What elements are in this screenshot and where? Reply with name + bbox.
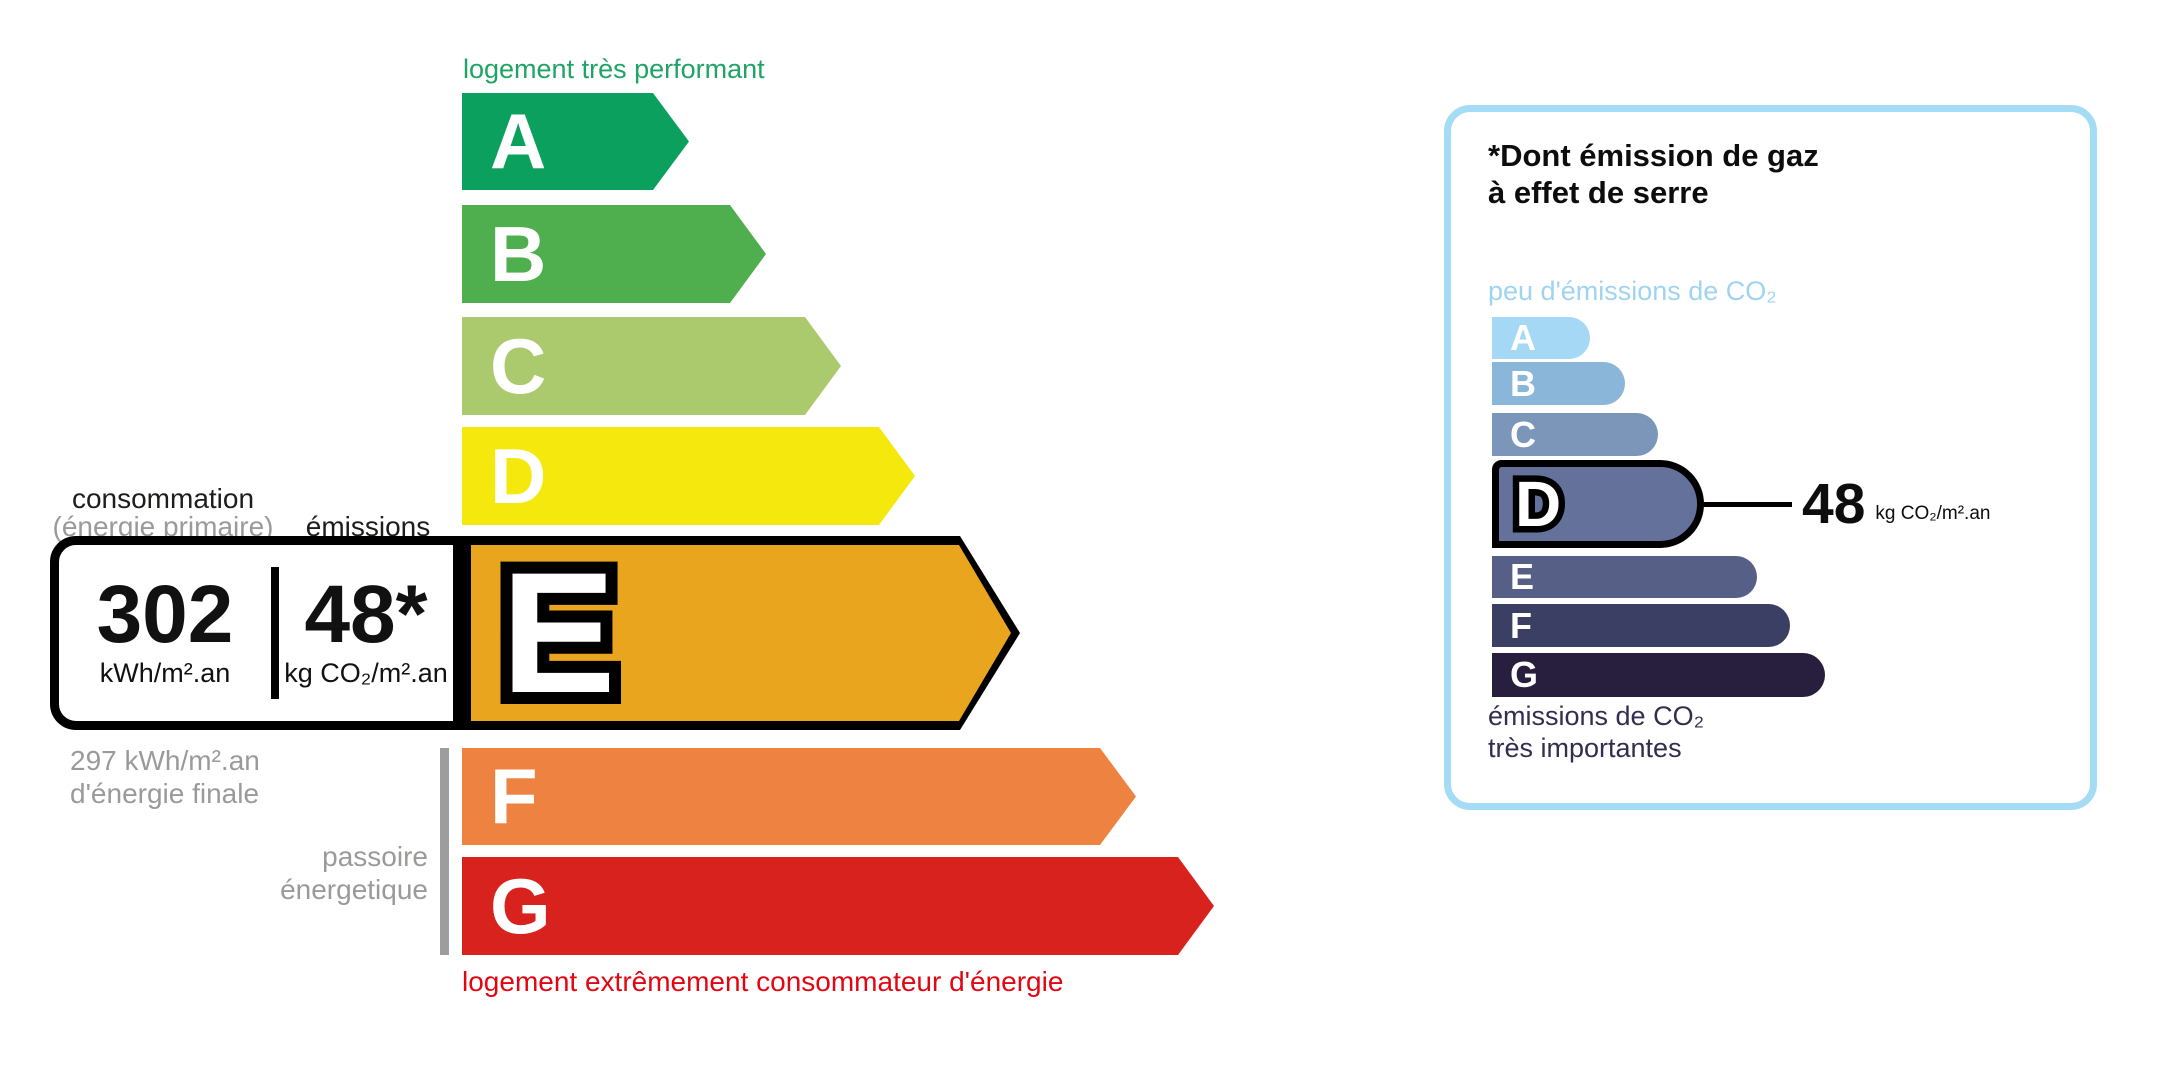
ges-class-bar-F: F (1492, 604, 1790, 647)
energy-class-arrow-D: D (462, 427, 915, 525)
final-energy-label: d'énergie finale (70, 778, 260, 809)
emissions-cell: 48* kg CO₂/m².an (279, 545, 453, 721)
consumption-unit: kWh/m².an (99, 657, 231, 688)
final-energy-note: 297 kWh/m².an d'énergie finale (70, 744, 260, 810)
energy-class-arrow-F: F (462, 748, 1136, 845)
energy-class-arrow-G: G (462, 857, 1214, 955)
class-letter-fill: D (1515, 468, 1562, 540)
class-letter: A (490, 97, 547, 185)
energy-scale-bottom-label: logement extrêmement consommateur d'éner… (462, 966, 1064, 997)
energy-class-arrow-C: C (462, 317, 841, 415)
box-divider (271, 567, 279, 699)
class-letter-outline: D (1508, 466, 1567, 543)
class-letter: G (490, 861, 551, 950)
class-letter: E (1510, 556, 1535, 597)
class-letter: D (490, 431, 547, 520)
class-letter: A (1510, 317, 1536, 358)
class-letter: F (1510, 604, 1532, 646)
performance-box: 302 kWh/m².an 48* kg CO₂/m².an (50, 536, 462, 730)
class-letter: B (1510, 362, 1536, 404)
class-letter: B (490, 209, 547, 298)
energy-sieve-note: passoire énergetique (128, 840, 428, 906)
class-letter: F (490, 752, 538, 840)
ges-panel-title: *Dont émission de gaz à effet de serre (1488, 137, 1819, 211)
ges-class-bar-A: A (1492, 317, 1590, 359)
emissions-value: 48* (304, 569, 428, 661)
ges-bottom-line2: très importantes (1488, 733, 1682, 763)
energy-scale-top-label: logement très performant (463, 54, 765, 84)
energy-sieve-line2: énergetique (280, 874, 428, 905)
ges-bottom-line1: émissions de CO₂ (1488, 701, 1705, 731)
ges-class-bar-G: G (1492, 653, 1825, 697)
ges-class-bar-C: C (1492, 413, 1658, 456)
ges-title-line2: à effet de serre (1488, 175, 1709, 210)
class-letter: C (490, 321, 547, 410)
consumption-label: consommation (71, 483, 255, 514)
final-energy-value: 297 kWh/m².an (70, 745, 260, 776)
ges-value: 48 (1802, 471, 1866, 536)
ges-value-callout: 48 kg CO₂/m².an (1704, 460, 1990, 548)
ges-class-bar-B: B (1492, 362, 1625, 405)
emissions-unit: kg CO₂/m².an (284, 657, 448, 688)
class-letter: G (1510, 654, 1539, 695)
ges-class-bar-E: E (1492, 556, 1757, 598)
consumption-value: 302 (96, 569, 234, 661)
ges-title-line1: *Dont émission de gaz (1488, 138, 1819, 173)
energy-class-arrow-A: A (462, 93, 689, 190)
class-letter-fill: E (501, 537, 616, 729)
ges-top-label: peu d'émissions de CO₂ (1488, 276, 1777, 306)
energy-sieve-line1: passoire (322, 841, 428, 872)
ges-bottom-label: émissions de CO₂ très importantes (1488, 700, 1704, 764)
energy-sieve-bar (440, 748, 449, 955)
class-letter: C (1510, 413, 1536, 455)
energy-class-arrow-B: B (462, 205, 766, 303)
callout-line (1704, 501, 1792, 507)
consumption-cell: 302 kWh/m².an (59, 545, 271, 721)
class-letter-outline: E (501, 537, 616, 729)
ges-panel: *Dont émission de gaz à effet de serre p… (1444, 105, 2097, 810)
ges-value-unit: kg CO₂/m².an (1875, 503, 1991, 524)
